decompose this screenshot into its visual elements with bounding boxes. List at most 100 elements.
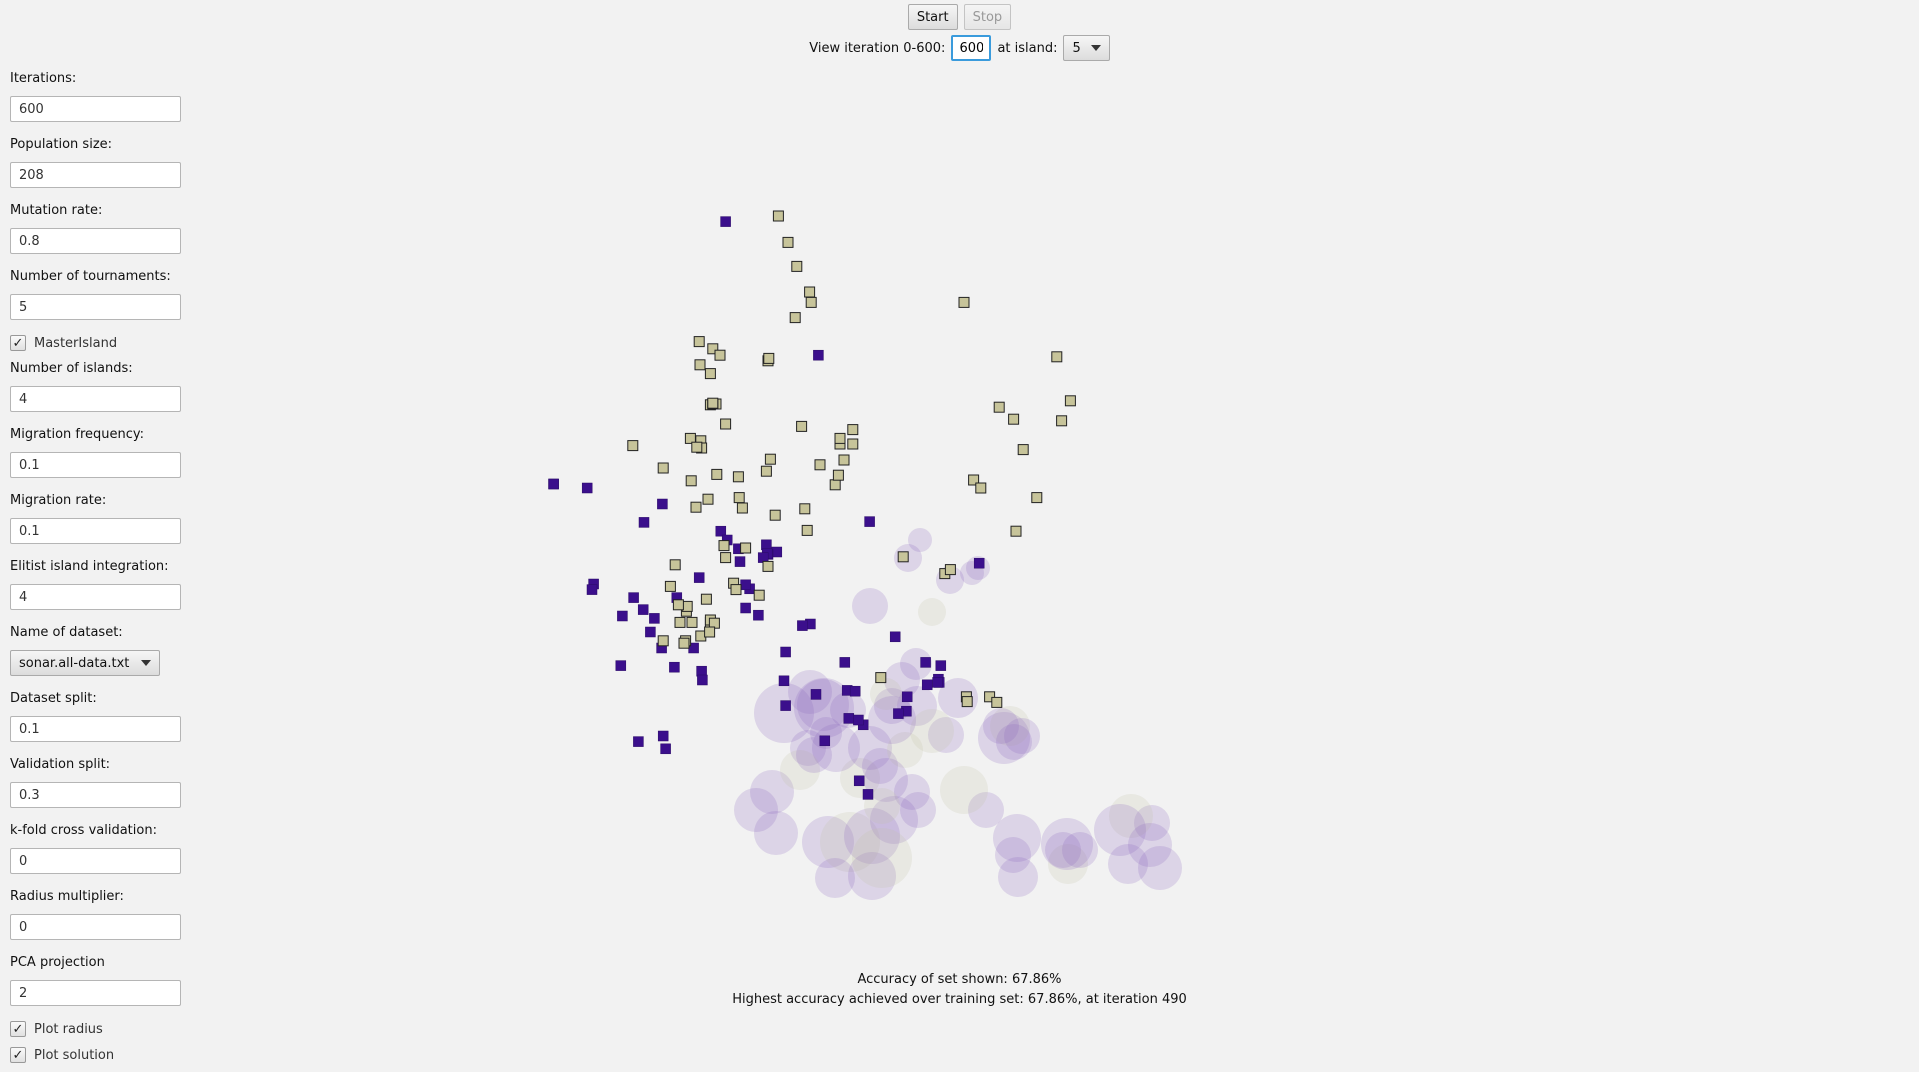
radius-multiplier-field[interactable] [10, 914, 181, 940]
data-point-class-b [1056, 415, 1068, 427]
accuracy-shown: Accuracy of set shown: 67.86% [857, 972, 1062, 987]
radius-halo [868, 696, 916, 744]
data-point-class-a [853, 775, 865, 787]
data-point-class-b [975, 482, 987, 494]
tournaments-field[interactable] [10, 294, 181, 320]
data-point-class-b [664, 580, 676, 592]
data-point-class-b [704, 626, 716, 638]
check-icon[interactable]: ✓ [10, 335, 26, 351]
data-point-class-b [760, 465, 772, 477]
elitist-label: Elitist island integration: [10, 559, 169, 574]
master-island-toggle[interactable]: ✓ MasterIsland [10, 334, 185, 352]
data-point-class-a [734, 556, 746, 567]
pca-field[interactable] [10, 980, 181, 1006]
data-point-class-a [973, 557, 985, 569]
radius-halo [928, 717, 964, 753]
plot-solution-toggle[interactable]: ✓ Plot solution [10, 1046, 185, 1064]
radius-halo [910, 709, 954, 753]
data-point-class-a [628, 592, 639, 603]
data-point-class-a [932, 677, 943, 688]
migration-rate-field[interactable] [10, 518, 181, 544]
data-point-class-a [715, 525, 727, 537]
data-point-class-b [829, 479, 841, 491]
data-point-class-a [901, 691, 913, 703]
data-point-class-a [819, 735, 831, 747]
data-point-class-a [660, 743, 671, 755]
migration-frequency-field[interactable] [10, 452, 181, 478]
iterations-field[interactable] [10, 96, 181, 122]
migration-rate-label: Migration rate: [10, 493, 107, 508]
data-point-class-b [711, 468, 723, 480]
data-point-class-b [740, 542, 752, 554]
radius-halo [797, 679, 849, 731]
radius-halo [852, 588, 888, 624]
data-point-class-b [993, 401, 1005, 413]
data-point-class-b [782, 236, 794, 248]
iteration-input[interactable] [951, 35, 992, 61]
radius-halo [870, 796, 918, 844]
data-point-class-b [720, 418, 732, 430]
data-point-class-b [1031, 492, 1043, 504]
data-point-class-b [700, 593, 712, 605]
data-point-class-b [769, 509, 781, 521]
data-point-class-a [617, 610, 628, 622]
data-point-class-b [678, 637, 690, 649]
dataset-select-value: sonar.all-data.txt [19, 655, 130, 671]
data-point-class-b [791, 260, 803, 272]
validation-split-field[interactable] [10, 782, 181, 808]
data-point-class-b [805, 296, 817, 308]
data-point-class-b [832, 469, 844, 481]
settings-panel: Iterations: Population size: Mutation ra… [10, 70, 185, 1072]
data-point-class-a [797, 620, 808, 631]
chevron-down-icon [1090, 45, 1101, 51]
radius-halo [908, 528, 932, 552]
data-point-class-b [733, 492, 745, 504]
radius-halo [754, 683, 814, 743]
data-point-class-a [697, 674, 708, 686]
dataset-split-label: Dataset split: [10, 691, 97, 706]
iterations-label: Iterations: [10, 71, 77, 86]
data-point-class-b [694, 359, 706, 371]
data-point-class-b [801, 524, 813, 536]
tournaments-label: Number of tournaments: [10, 269, 171, 284]
data-point-class-a [649, 613, 660, 624]
data-point-class-b [799, 503, 811, 515]
data-point-class-a [778, 675, 790, 687]
radius-halo [1045, 832, 1081, 868]
data-point-class-b [944, 564, 956, 576]
radius-multiplier-label: Radius multiplier: [10, 889, 124, 904]
data-point-class-b [657, 635, 669, 647]
islands-field[interactable] [10, 386, 181, 412]
data-point-class-b [1051, 351, 1063, 363]
data-point-class-b [730, 584, 742, 596]
data-point-class-b [968, 474, 980, 486]
radius-halo [887, 732, 923, 768]
dataset-split-field[interactable] [10, 716, 181, 742]
kfold-field[interactable] [10, 848, 181, 874]
population-field[interactable] [10, 162, 181, 188]
stop-button[interactable]: Stop [963, 4, 1012, 30]
data-point-class-b [714, 349, 726, 361]
data-point-class-b [838, 454, 850, 466]
check-icon[interactable]: ✓ [10, 1047, 26, 1063]
check-icon[interactable]: ✓ [10, 1021, 26, 1037]
radius-halo [1109, 794, 1153, 838]
elitist-field[interactable] [10, 584, 181, 610]
data-point-class-b [693, 336, 705, 348]
iteration-selector: View iteration 0-600: at island: 5 [0, 35, 1919, 61]
dataset-select[interactable]: sonar.all-data.txt [10, 650, 160, 676]
data-point-class-a [586, 584, 598, 595]
data-point-class-b [814, 459, 826, 471]
data-point-class-b [984, 691, 996, 703]
data-point-class-b [804, 286, 816, 298]
highest-accuracy: Highest accuracy achieved over training … [732, 992, 1187, 1007]
mutation-field[interactable] [10, 228, 181, 254]
radius-halo [750, 770, 794, 814]
radius-halo [990, 706, 1030, 746]
island-select[interactable]: 5 [1063, 35, 1110, 61]
start-button[interactable]: Start [907, 4, 958, 30]
pca-label: PCA projection [10, 955, 105, 970]
data-point-class-b [657, 462, 669, 474]
plot-radius-label: Plot radius [34, 1021, 103, 1037]
data-point-class-a [657, 730, 669, 742]
